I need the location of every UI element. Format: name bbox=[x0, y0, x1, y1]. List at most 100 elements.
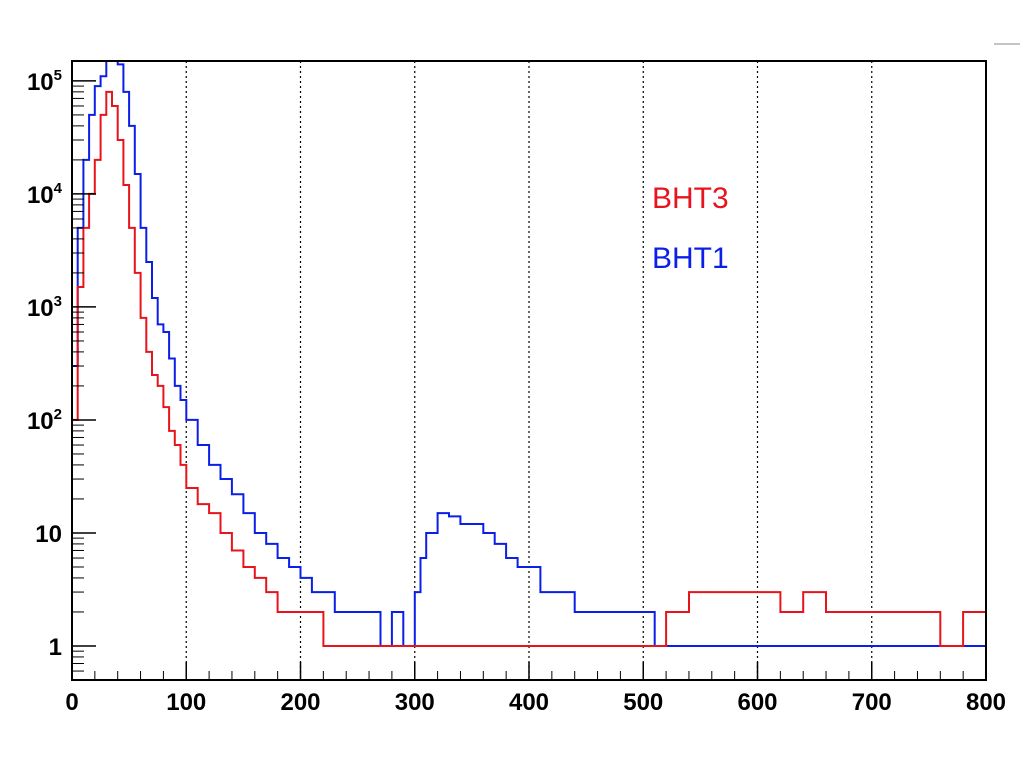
data-point bbox=[528, 645, 530, 647]
data-point bbox=[962, 611, 964, 613]
data-point bbox=[368, 645, 370, 647]
data-point bbox=[265, 543, 268, 545]
data-point bbox=[162, 331, 165, 333]
data-point bbox=[870, 611, 873, 613]
data-point bbox=[156, 323, 159, 326]
data-point bbox=[459, 645, 462, 647]
data-point bbox=[848, 611, 850, 613]
x-tick-label: 600 bbox=[737, 689, 777, 716]
data-point bbox=[145, 351, 148, 353]
data-point bbox=[688, 591, 690, 593]
data-point bbox=[596, 645, 599, 647]
y-tick-label: 1 bbox=[49, 634, 62, 661]
y-tick-label: 10 bbox=[35, 521, 62, 548]
data-point bbox=[413, 591, 416, 593]
data-point bbox=[128, 125, 130, 127]
data-point bbox=[322, 645, 325, 647]
data-point bbox=[756, 591, 759, 593]
data-point bbox=[733, 645, 736, 647]
data-point bbox=[916, 611, 919, 613]
data-point bbox=[151, 374, 153, 376]
data-point bbox=[128, 227, 130, 229]
data-point bbox=[168, 430, 170, 432]
data-point bbox=[893, 611, 896, 613]
data-point bbox=[174, 385, 176, 387]
data-point bbox=[356, 611, 359, 613]
data-point bbox=[413, 645, 416, 647]
y-tick-label: 104 bbox=[27, 180, 63, 209]
data-point bbox=[505, 645, 507, 647]
data-point bbox=[870, 645, 873, 647]
data-point bbox=[528, 566, 530, 568]
y-tick-label: 102 bbox=[27, 406, 62, 435]
data-point bbox=[642, 611, 645, 613]
data-point bbox=[733, 591, 736, 593]
data-point bbox=[391, 645, 393, 647]
data-point bbox=[174, 444, 176, 446]
data-point bbox=[322, 591, 325, 593]
data-point bbox=[436, 512, 439, 514]
y-tick-base: 10 bbox=[27, 182, 54, 209]
data-point bbox=[699, 645, 702, 647]
data-point bbox=[608, 611, 610, 613]
data-point bbox=[156, 385, 159, 387]
data-point bbox=[105, 91, 108, 93]
data-point bbox=[345, 611, 348, 613]
data-point bbox=[722, 645, 725, 647]
data-point bbox=[179, 464, 182, 466]
data-point bbox=[99, 75, 102, 78]
data-point bbox=[276, 557, 279, 559]
data-point bbox=[482, 532, 485, 534]
data-point bbox=[368, 611, 370, 613]
data-point bbox=[631, 611, 633, 613]
x-tick-label: 0 bbox=[65, 689, 78, 716]
data-point bbox=[288, 611, 290, 613]
data-point bbox=[162, 406, 165, 408]
x-tick-label: 400 bbox=[509, 689, 549, 716]
data-point bbox=[619, 611, 622, 613]
y-tick-base: 1 bbox=[49, 634, 62, 661]
data-point bbox=[208, 512, 210, 514]
data-point bbox=[419, 557, 422, 559]
data-point bbox=[802, 645, 804, 647]
grid-lines bbox=[185, 61, 873, 680]
data-point bbox=[116, 139, 119, 141]
data-point bbox=[116, 63, 119, 66]
legend-label-bht3: BHT3 bbox=[652, 182, 729, 215]
data-point bbox=[168, 357, 170, 360]
y-tick-exponent: 5 bbox=[54, 67, 62, 84]
data-point bbox=[254, 577, 256, 579]
x-tick-label: 700 bbox=[852, 689, 892, 716]
x-tick-label: 200 bbox=[280, 689, 320, 716]
data-point bbox=[231, 493, 233, 496]
y-tick-base: 10 bbox=[27, 408, 54, 435]
data-point bbox=[111, 105, 113, 107]
x-tick-label: 100 bbox=[166, 689, 206, 716]
data-point bbox=[254, 532, 256, 534]
x-tick-label: 500 bbox=[623, 689, 663, 716]
data-point bbox=[939, 645, 942, 647]
y-tick-exponent: 3 bbox=[54, 293, 62, 310]
data-point bbox=[688, 645, 690, 647]
data-point bbox=[179, 399, 182, 401]
data-point bbox=[122, 184, 125, 186]
data-point bbox=[208, 464, 210, 466]
data-point bbox=[482, 645, 485, 647]
data-point bbox=[779, 645, 782, 647]
data-series bbox=[71, 60, 987, 647]
y-tick-base: 10 bbox=[35, 521, 62, 548]
data-point bbox=[76, 286, 79, 288]
x-tick-label: 300 bbox=[395, 689, 435, 716]
data-point bbox=[122, 91, 125, 93]
y-tick-exponent: 4 bbox=[54, 180, 63, 197]
data-point bbox=[196, 503, 199, 505]
data-point bbox=[516, 566, 519, 568]
legend: BHT3 BHT1 bbox=[652, 182, 729, 275]
data-point bbox=[471, 523, 473, 525]
data-point bbox=[573, 645, 576, 647]
data-point bbox=[585, 611, 587, 613]
data-point bbox=[219, 532, 222, 534]
data-point bbox=[642, 645, 645, 647]
